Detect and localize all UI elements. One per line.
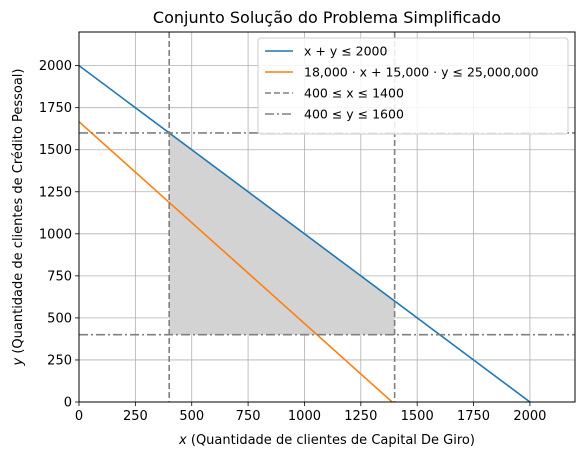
x-tick-label: 750 [236, 409, 261, 424]
y-axis-label-var: y [11, 357, 26, 366]
feasible-region-layer [169, 132, 395, 335]
y-tick-label: 1250 [39, 185, 72, 200]
legend-box [257, 37, 569, 135]
x-tick-label: 250 [123, 409, 148, 424]
y-tick-label: 500 [47, 311, 72, 326]
x-tick-label: 500 [179, 409, 204, 424]
x-tick-label: 1000 [288, 409, 321, 424]
y-tick-label: 1750 [39, 101, 72, 116]
legend-items: x + y ≤ 2000 18,000 · x + 15,000 · y ≤ 25… [265, 44, 539, 122]
plot-frame [78, 31, 576, 403]
y-tick-label: 0 [64, 396, 72, 411]
x-tick-label: 0 [75, 409, 83, 424]
x-tick-label: 2000 [513, 409, 546, 424]
x-axis-label-text: (Quantidade de clientes de Capital De Gi… [187, 433, 475, 448]
x-axis-label-var: x [178, 433, 187, 448]
series-line-1 [78, 121, 393, 403]
tick-layer: 0 250 500 750 1000 1250 1500 1750 2000 0 250 500 750… [39, 59, 547, 424]
y-tick-label: 1500 [39, 143, 72, 158]
x-axis-label: x (Quantidade de clientes de Capital De … [178, 433, 475, 448]
legend-label-2: 400 ≤ x ≤ 1400 [304, 86, 404, 101]
x-tick-label: 1750 [457, 409, 490, 424]
legend-label-3: 400 ≤ y ≤ 1600 [304, 107, 404, 122]
legend-label-0: x + y ≤ 2000 [304, 44, 387, 59]
y-tick-label: 2000 [39, 59, 72, 74]
x-tick-label: 1500 [401, 409, 434, 424]
feasible-region [169, 132, 395, 335]
y-axis-label: y (Quantidade de clientes de Crédito Pes… [11, 69, 26, 367]
y-tick-label: 250 [47, 353, 72, 368]
chart-title: Conjunto Solução do Problema Simplificad… [153, 8, 501, 27]
y-tick-label: 750 [47, 269, 72, 284]
series-line-0 [78, 64, 531, 403]
y-tick-label: 1000 [39, 227, 72, 242]
legend-label-1: 18,000 · x + 15,000 · y ≤ 25,000,000 [304, 65, 539, 80]
x-tick-label: 1250 [344, 409, 377, 424]
y-axis-label-text: (Quantidade de clientes de Crédito Pesso… [11, 69, 26, 358]
legend: x + y ≤ 2000 18,000 · x + 15,000 · y ≤ 25… [257, 37, 569, 135]
